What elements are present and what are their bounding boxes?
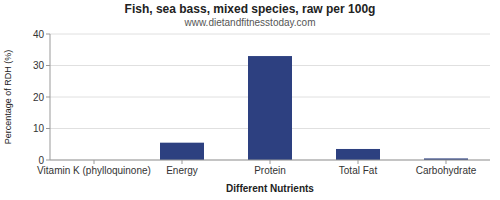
x-axis: Vitamin K (phylloquinone) Energy Protein To… [37, 160, 477, 176]
y-tick [46, 34, 50, 35]
bar [160, 143, 204, 160]
y-tick [46, 97, 50, 98]
x-tick-label: Total Fat [339, 165, 378, 176]
x-tick-label: Protein [254, 165, 286, 176]
bar [248, 56, 292, 160]
x-tick [94, 160, 95, 164]
x-tick [446, 160, 447, 164]
chart-container: Fish, sea bass, mixed species, raw per 1… [0, 0, 500, 200]
x-tick [182, 160, 183, 164]
chart-svg: Fish, sea bass, mixed species, raw per 1… [0, 0, 500, 200]
y-tick [46, 128, 50, 129]
y-axis-line [50, 34, 51, 160]
y-tick-label: 40 [33, 29, 45, 40]
bar [336, 149, 380, 160]
x-tick [358, 160, 359, 164]
x-tick-label: Energy [166, 165, 198, 176]
y-tick-label: 0 [38, 155, 44, 166]
x-axis-label: Different Nutrients [226, 183, 314, 194]
bars [160, 56, 468, 160]
x-tick-label: Carbohydrate [416, 165, 477, 176]
y-tick-label: 20 [33, 92, 45, 103]
grid-line [50, 34, 490, 35]
grid [50, 34, 490, 160]
y-axis-label: Percentage of RDH (%) [3, 50, 13, 145]
y-tick [46, 65, 50, 66]
y-tick-label: 10 [33, 123, 45, 134]
subtitle: www.dietandfitnesstoday.com [184, 17, 316, 28]
y-tick [46, 160, 50, 161]
x-tick-label: Vitamin K (phylloquinone) [37, 165, 151, 176]
y-axis: 0 10 20 30 40 [33, 29, 50, 166]
x-tick [270, 160, 271, 164]
title: Fish, sea bass, mixed species, raw per 1… [125, 2, 376, 16]
y-tick-label: 30 [33, 60, 45, 71]
